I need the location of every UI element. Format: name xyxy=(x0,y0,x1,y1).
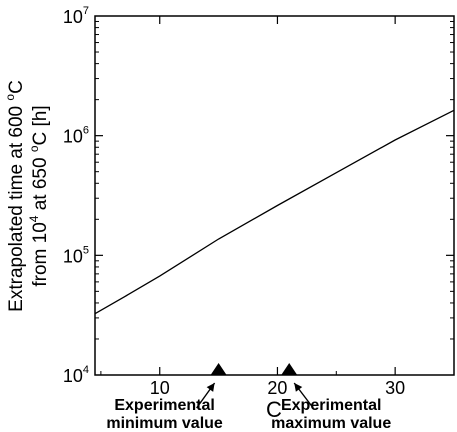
y-axis-title-line1-prefix: Extrapolated time at 600 xyxy=(6,101,27,312)
y-tick-exponent: 6 xyxy=(83,125,89,137)
y-tick-base: 10 xyxy=(63,7,83,27)
y-tick-base: 10 xyxy=(63,246,83,266)
y-axis-title-line2-mid: at 650 xyxy=(30,152,51,215)
x-tick-label-30: 30 xyxy=(385,378,405,398)
y-tick-exponent: 4 xyxy=(83,364,89,376)
annotation-arrow-head xyxy=(206,383,215,392)
annotation-line2: minimum value xyxy=(106,415,223,432)
y-axis-title-line2-sup2: o xyxy=(27,145,41,152)
x-axis-title: C xyxy=(266,397,282,422)
plot-frame xyxy=(94,15,455,376)
y-tick-exponent: 5 xyxy=(83,244,89,256)
y-axis-title-line1: Extrapolated time at 600 oC xyxy=(3,80,27,312)
y-axis-title-line2: from 104 at 650 oC [h] xyxy=(27,105,51,286)
y-axis-title-line1-suffix: C xyxy=(6,80,27,94)
annotation-line2: maximum value xyxy=(271,415,391,432)
y-axis-title-line1-sup: o xyxy=(3,94,17,101)
series-line xyxy=(94,109,455,315)
y-tick-base: 10 xyxy=(63,127,83,147)
x-axis-ticks: 10 20 30 xyxy=(100,16,455,398)
y-tick-label-1e7: 107 xyxy=(63,5,89,27)
y-axis-title-line2-prefix: from 10 xyxy=(30,222,51,286)
y-tick-label-1e6: 106 xyxy=(63,125,89,147)
y-tick-label-1e5: 105 xyxy=(63,244,89,266)
x-tick-label-10: 10 xyxy=(150,378,170,398)
annotation-line1: Experimental xyxy=(114,397,214,414)
y-axis-title-line2-sup1: 4 xyxy=(27,215,41,222)
x-tick-label-20: 20 xyxy=(267,378,287,398)
y-axis-title-line2-suffix: C [h] xyxy=(30,105,51,145)
y-tick-exponent: 7 xyxy=(83,5,89,17)
experimental-marker-triangle xyxy=(210,363,227,375)
annotation-line1: Experimental xyxy=(281,397,381,414)
y-tick-label-1e4: 104 xyxy=(63,364,89,386)
annotation-arrow-head xyxy=(294,383,303,392)
y-tick-base: 10 xyxy=(63,366,83,386)
experimental-marker-triangle xyxy=(281,363,298,375)
